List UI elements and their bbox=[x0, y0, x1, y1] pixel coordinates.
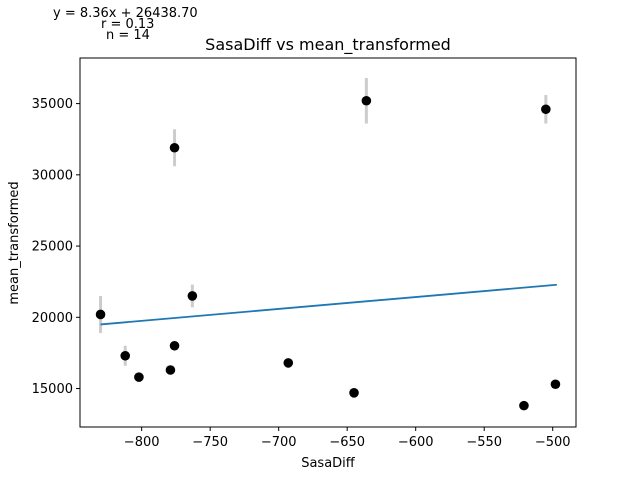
x-tick-label-0: −800 bbox=[124, 435, 160, 450]
x-tick-label-1: −750 bbox=[192, 435, 228, 450]
fit-equation-annotation: y = 8.36x + 26438.70 bbox=[53, 6, 198, 21]
data-point-11 bbox=[541, 104, 551, 115]
y-axis: 15000 20000 25000 30000 35000 bbox=[32, 97, 80, 397]
x-axis: −800 −750 −700 −650 −600 −550 −500 bbox=[124, 427, 571, 450]
chart-title: SasaDiff vs mean_transformed bbox=[205, 35, 451, 55]
regression-line bbox=[100, 283, 557, 326]
data-point-1 bbox=[120, 350, 131, 361]
data-point-10 bbox=[519, 400, 529, 411]
y-tick-label-4: 35000 bbox=[32, 97, 73, 112]
data-point-9 bbox=[361, 95, 372, 106]
data-point-12 bbox=[550, 379, 561, 390]
x-tick-label-4: −600 bbox=[398, 435, 434, 450]
data-point-6 bbox=[187, 291, 198, 301]
data-point-8 bbox=[349, 388, 359, 398]
x-axis-label: SasaDiff bbox=[301, 456, 356, 471]
data-point-0 bbox=[95, 309, 106, 320]
data-point-7 bbox=[283, 358, 294, 368]
x-tick-label-3: −650 bbox=[329, 435, 365, 450]
y-tick-label-2: 25000 bbox=[32, 240, 73, 255]
data-point-3 bbox=[165, 365, 176, 375]
plot-frame bbox=[79, 57, 577, 428]
y-tick-label-3: 30000 bbox=[32, 168, 73, 183]
x-tick-label-5: −550 bbox=[466, 435, 502, 450]
count-annotation: n = 14 bbox=[106, 28, 150, 43]
data-point-5 bbox=[169, 340, 180, 351]
y-tick-label-1: 20000 bbox=[32, 311, 73, 326]
x-tick-label-6: −500 bbox=[535, 435, 571, 450]
data-point-4 bbox=[169, 142, 180, 153]
y-tick-label-0: 15000 bbox=[32, 382, 73, 397]
data-point-2 bbox=[134, 372, 144, 382]
plot-content bbox=[95, 77, 561, 411]
correlation-annotation: r = 0.13 bbox=[101, 17, 154, 32]
y-axis-label: mean_transformed bbox=[7, 181, 22, 304]
x-tick-label-2: −700 bbox=[261, 435, 297, 450]
